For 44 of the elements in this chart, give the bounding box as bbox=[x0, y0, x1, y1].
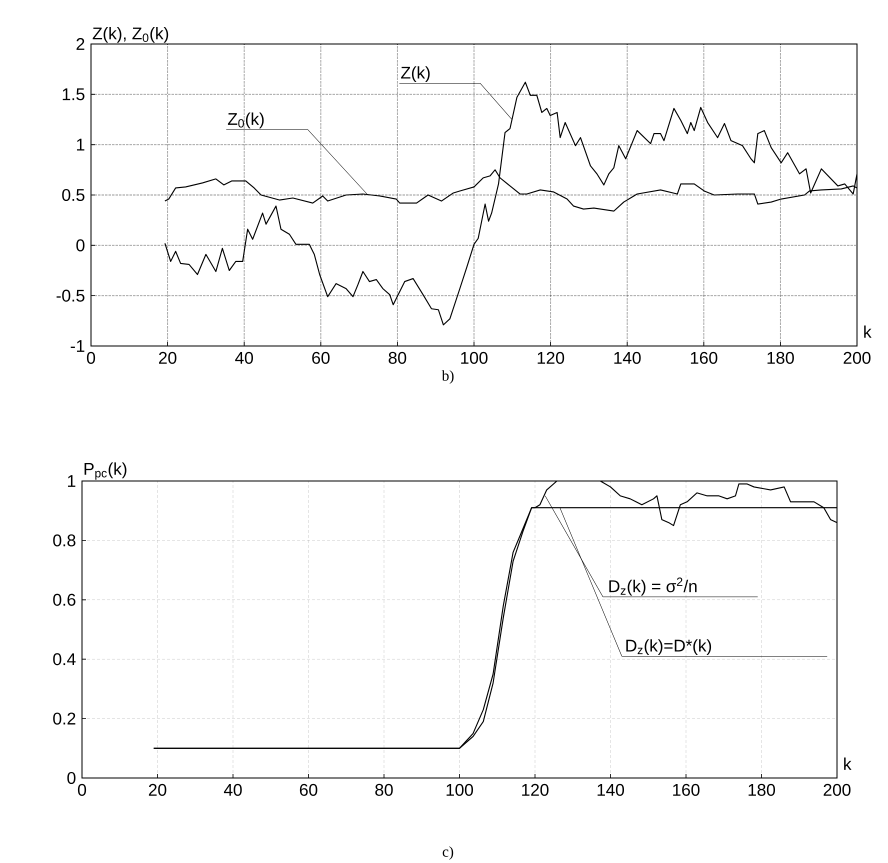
x-axis-title: k bbox=[844, 758, 852, 770]
text: b) bbox=[442, 370, 454, 384]
x-tick-label: 100 bbox=[446, 784, 474, 796]
x-tick-label: 120 bbox=[538, 352, 564, 364]
x-tick-label: 180 bbox=[768, 352, 794, 364]
y-axis-title: P$_{pc}$(k) bbox=[84, 462, 126, 480]
annotation: Z(k) bbox=[401, 66, 430, 82]
y-tick-label: 1 bbox=[76, 138, 84, 151]
y-tick-label: 0.8 bbox=[53, 534, 76, 546]
annotation: D$_{z}$(k)=D*(k) bbox=[626, 639, 712, 656]
x-tick-label: 40 bbox=[235, 352, 253, 364]
annotation: D$_{z}$(k) = σ$^{2}$/n bbox=[609, 578, 697, 596]
y-tick-label: -0.5 bbox=[56, 290, 84, 302]
text: c) bbox=[442, 846, 454, 860]
x-tick-label: 120 bbox=[522, 784, 549, 796]
x-tick-label: 160 bbox=[673, 784, 700, 796]
x-tick-label: 80 bbox=[375, 784, 393, 796]
x-tick-label: 160 bbox=[690, 352, 718, 364]
y-tick-label: 0.4 bbox=[53, 653, 76, 666]
x-tick-label: 180 bbox=[748, 784, 776, 796]
x-tick-label: 200 bbox=[824, 784, 851, 796]
x-tick-label: 0 bbox=[86, 352, 96, 364]
y-tick-label: 0 bbox=[76, 239, 84, 252]
y-tick-label: 0.6 bbox=[53, 594, 76, 606]
x-tick-label: 140 bbox=[598, 784, 624, 796]
y-tick-label: 0 bbox=[67, 772, 76, 784]
y-tick-label: 2 bbox=[76, 38, 84, 50]
y-tick-label: 1.5 bbox=[62, 88, 84, 100]
y-axis-title: Z(k), Z$_{0}$(k) bbox=[92, 26, 168, 43]
x-tick-label: 100 bbox=[461, 352, 488, 364]
y-tick-label: 0.5 bbox=[62, 188, 84, 202]
x-tick-label: 140 bbox=[614, 352, 641, 364]
y-tick-label: 0.2 bbox=[53, 712, 76, 725]
x-tick-label: 80 bbox=[388, 352, 406, 364]
y-tick-label: 1 bbox=[68, 475, 76, 487]
x-tick-label: 40 bbox=[224, 784, 242, 796]
x-tick-label: 20 bbox=[148, 784, 166, 796]
x-tick-label: 200 bbox=[844, 352, 871, 364]
x-tick-label: 60 bbox=[300, 784, 318, 796]
x-tick-label: 60 bbox=[312, 352, 330, 364]
x-tick-label: 20 bbox=[159, 352, 176, 364]
y-tick-label: -1 bbox=[70, 340, 84, 352]
annotation: Z$_{0}$(k) bbox=[228, 112, 264, 128]
x-axis-title: k bbox=[864, 325, 872, 338]
